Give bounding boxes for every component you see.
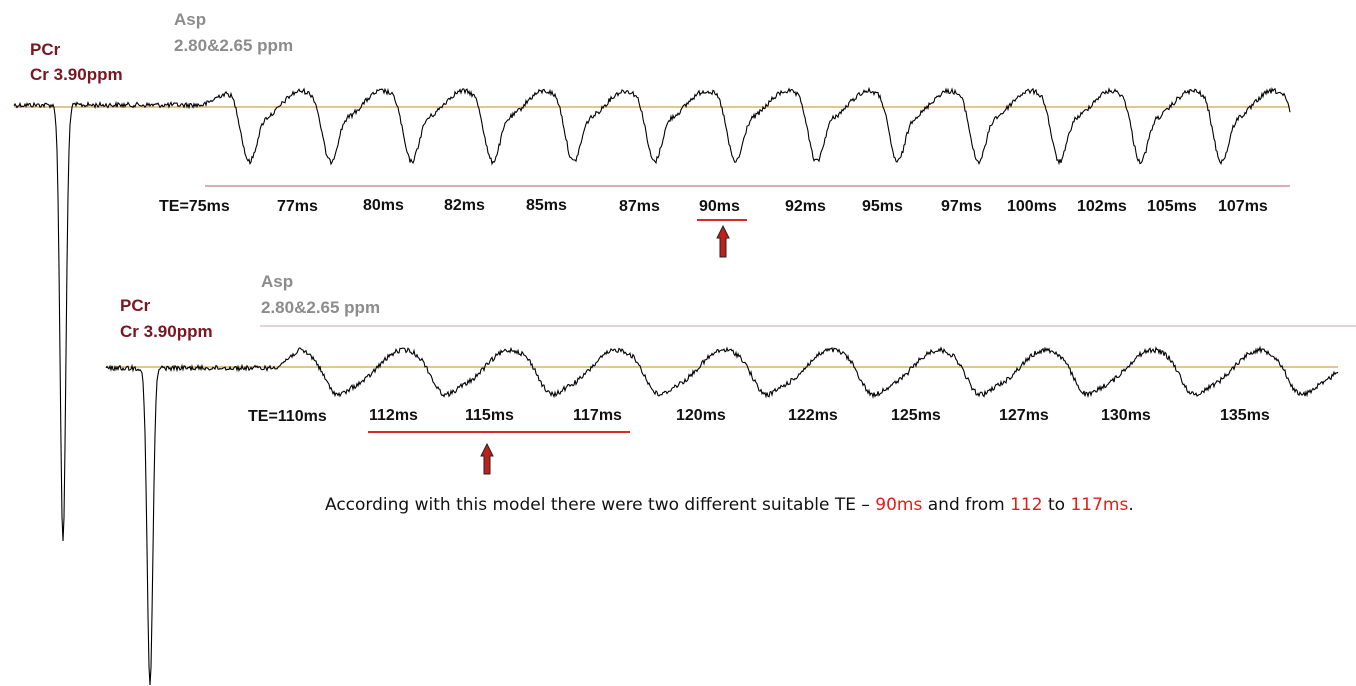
top-cr-label: Cr 3.90ppm: [30, 65, 123, 84]
conclusion-part: to: [1042, 495, 1071, 515]
bottom-te-label: 127ms: [999, 407, 1049, 424]
conclusion-text: According with this model there were two…: [325, 495, 1134, 515]
bottom-te-label: 122ms: [788, 407, 838, 424]
up-arrow-icon: [716, 224, 730, 258]
top-pcr-label: PCr: [30, 40, 61, 59]
top-asp-label: Asp: [174, 10, 207, 29]
top-te-label: 85ms: [526, 197, 567, 214]
top-asp-ppm-label: 2.80&2.65 ppm: [174, 36, 294, 55]
top-te-label: 107ms: [1218, 198, 1268, 215]
bottom-cr-label: Cr 3.90ppm: [120, 322, 213, 341]
bottom-asp-label: Asp: [261, 272, 294, 291]
bottom-te-label: 130ms: [1101, 407, 1151, 424]
top-te-label: 105ms: [1147, 198, 1197, 215]
bottom-panel: [105, 325, 1356, 686]
conclusion-part: According with this model there were two…: [325, 495, 876, 515]
conclusion-highlight: 90ms: [875, 495, 923, 515]
top-te-label: 77ms: [277, 198, 318, 215]
bottom-te-label-selected: 117ms: [573, 407, 622, 424]
top-te-label: 80ms: [363, 197, 404, 214]
top-panel: [13, 86, 1291, 542]
top-te-label: 100ms: [1007, 198, 1057, 215]
bottom-spectrum-trace: [105, 345, 1339, 686]
bottom-asp-ppm-label: 2.80&2.65 ppm: [261, 298, 381, 317]
bottom-te-label-selected: 115ms: [465, 407, 514, 424]
bottom-pcr-label: PCr: [120, 296, 151, 315]
top-te-label: 95ms: [862, 198, 903, 215]
top-te-label: TE=75ms: [159, 198, 230, 215]
up-arrow-icon: [480, 442, 494, 475]
conclusion-highlight: 112: [1010, 495, 1043, 515]
top-te-label: 92ms: [785, 198, 826, 215]
bottom-te-label: 135ms: [1220, 407, 1270, 424]
bottom-te-label: 125ms: [891, 407, 941, 424]
conclusion-highlight: 117ms: [1070, 495, 1129, 515]
top-te-label: 87ms: [619, 198, 660, 215]
top-te-label: 97ms: [941, 198, 982, 215]
top-te-label: 102ms: [1077, 198, 1127, 215]
conclusion-part: .: [1128, 495, 1134, 515]
bottom-te-label-selected: 112ms: [369, 407, 418, 424]
top-te-label: 82ms: [444, 197, 485, 214]
bottom-te-label: TE=110ms: [248, 408, 327, 425]
top-te-label-selected: 90ms: [699, 198, 740, 215]
conclusion-part: and from: [922, 495, 1011, 515]
bottom-te-label: 120ms: [676, 407, 726, 424]
top-spectrum-trace: [13, 86, 1291, 542]
